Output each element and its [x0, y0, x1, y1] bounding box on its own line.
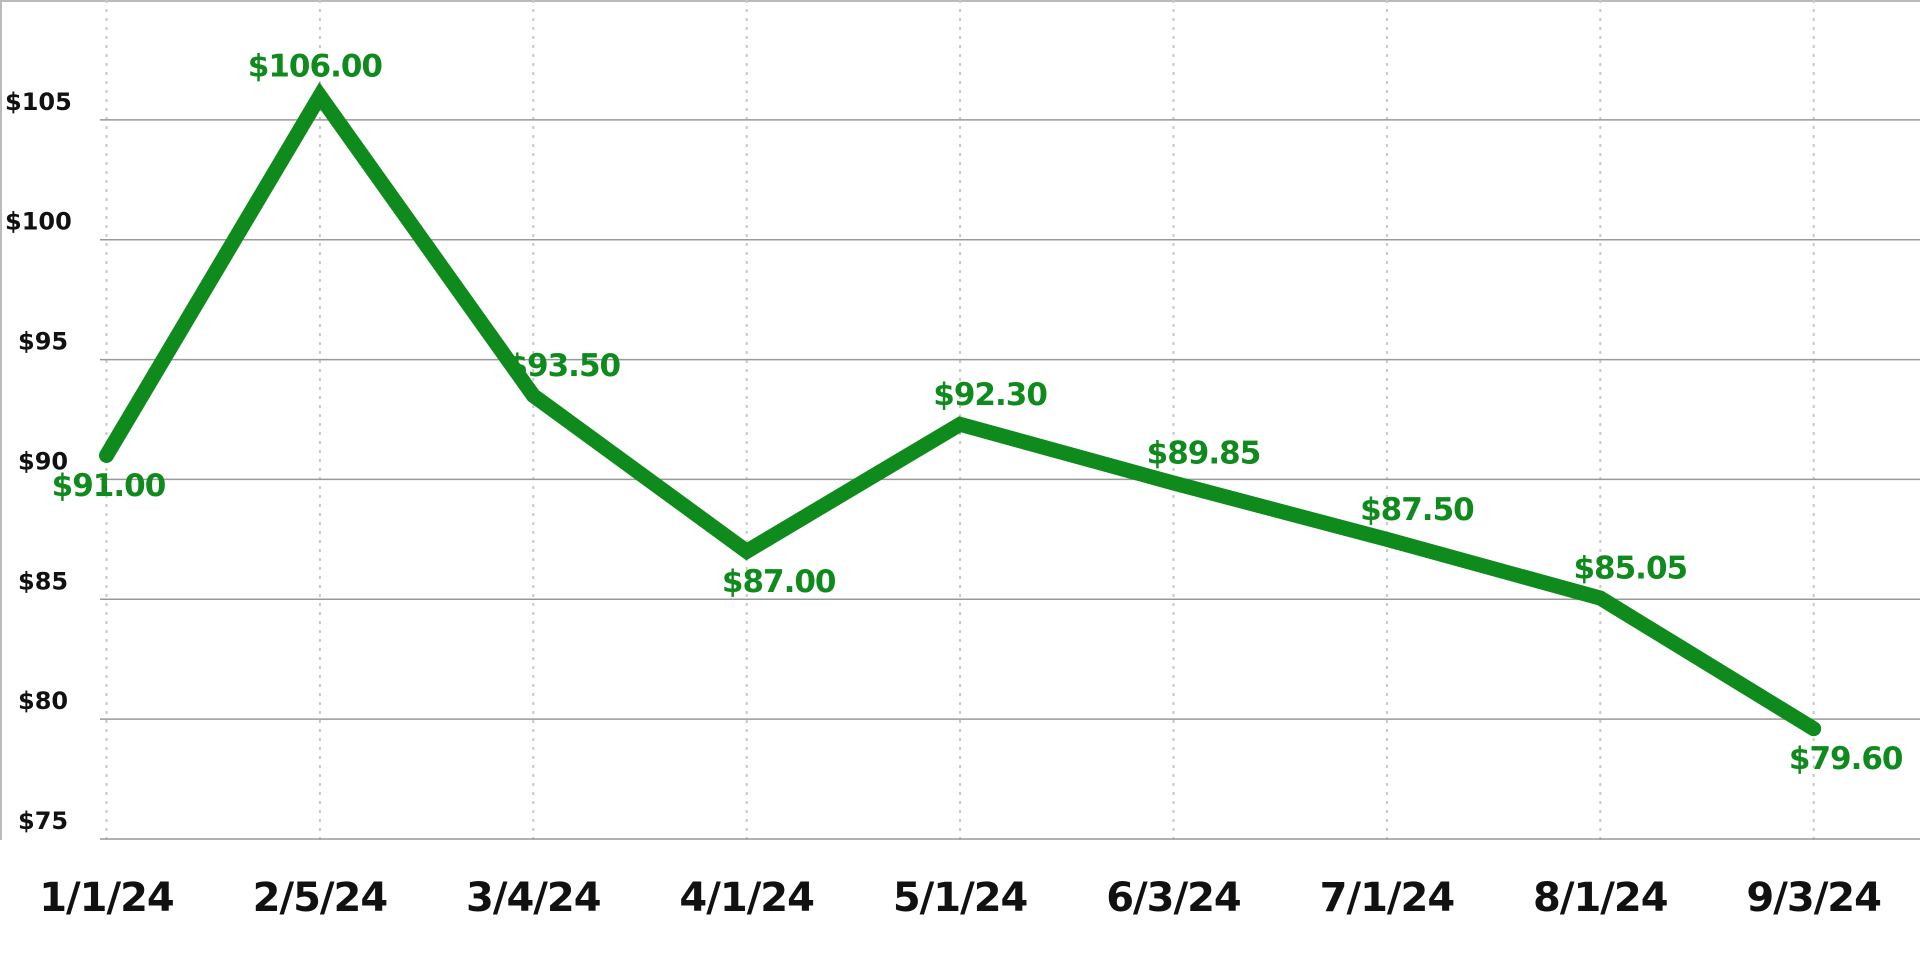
- x-tick-label: 1/1/24: [39, 875, 174, 921]
- x-tick-label: 7/1/24: [1320, 875, 1455, 921]
- y-tick-label: $80: [18, 687, 68, 715]
- value-label: $106.00: [248, 48, 383, 84]
- x-tick-label: 2/5/24: [253, 875, 388, 921]
- y-tick-label: $90: [18, 447, 68, 475]
- value-label: $91.00: [52, 468, 166, 504]
- y-tick-label: $75: [18, 807, 68, 835]
- value-label: $85.05: [1573, 551, 1687, 587]
- x-tick-label: 8/1/24: [1533, 875, 1668, 921]
- x-tick-label: 4/1/24: [679, 875, 814, 921]
- y-tick-label: $95: [18, 328, 68, 356]
- y-tick-label: $105: [5, 88, 72, 116]
- x-tick-label: 6/3/24: [1106, 875, 1241, 921]
- x-tick-label: 9/3/24: [1746, 875, 1881, 921]
- y-tick-label: $85: [18, 567, 68, 595]
- value-label: $93.50: [506, 348, 620, 384]
- x-tick-label: 3/4/24: [466, 875, 601, 921]
- value-label: $79.60: [1789, 741, 1903, 777]
- value-label: $87.00: [722, 564, 836, 600]
- line: [99, 82, 1822, 737]
- y-tick-label: $100: [5, 208, 72, 236]
- value-label: $89.85: [1147, 436, 1261, 472]
- value-label: $87.50: [1360, 492, 1474, 528]
- value-label: $92.30: [933, 377, 1047, 413]
- x-tick-label: 5/1/24: [893, 875, 1028, 921]
